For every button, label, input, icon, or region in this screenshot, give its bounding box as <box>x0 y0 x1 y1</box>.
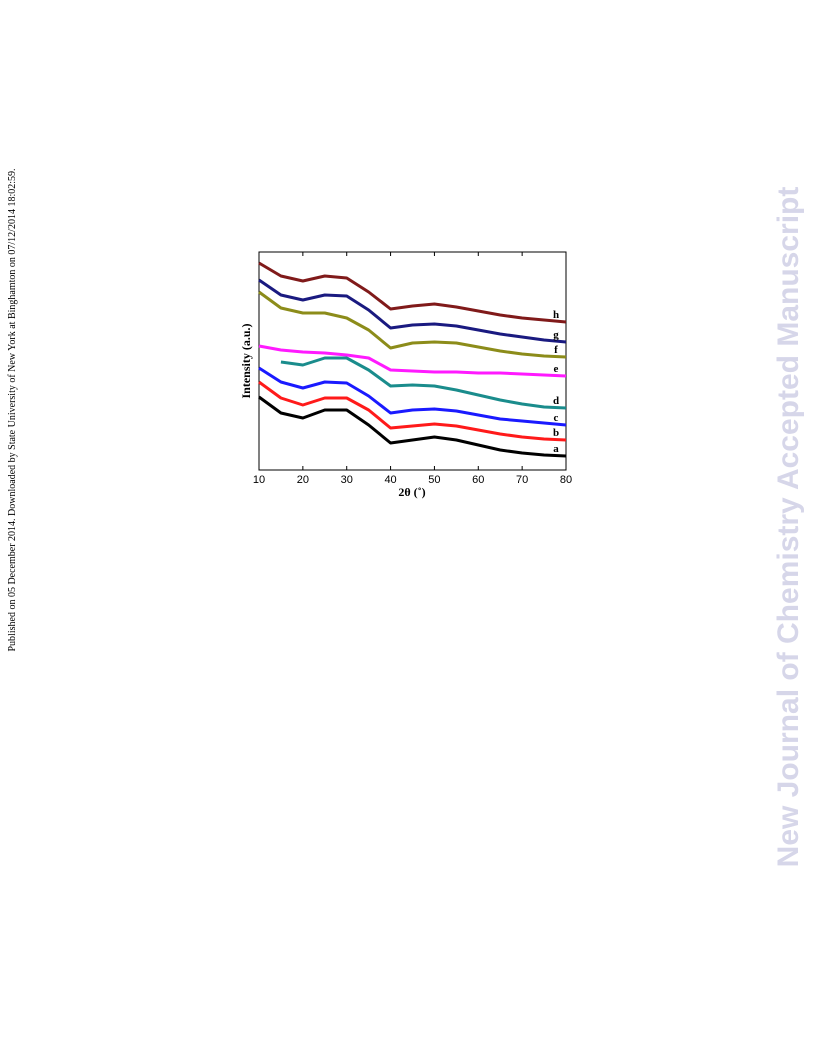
y-axis-label: Intensity (a.u.) <box>239 323 253 398</box>
series-label: g <box>553 329 559 341</box>
series-label: f <box>554 344 558 356</box>
series-line <box>258 261 567 324</box>
series-label: a <box>553 443 559 455</box>
series-label: e <box>554 363 559 375</box>
x-tick-label: 50 <box>428 474 440 486</box>
series-line <box>258 290 567 359</box>
x-tick-label: 10 <box>253 474 265 486</box>
x-tick-label: 20 <box>297 474 309 486</box>
plot-frame <box>258 251 567 471</box>
series-label: c <box>554 412 559 424</box>
series-line <box>258 344 567 378</box>
sidebar-text: Published on 05 December 2014. Downloade… <box>7 168 18 651</box>
series-label: h <box>553 309 559 321</box>
x-tick-label: 80 <box>560 474 572 486</box>
x-tick-label: 30 <box>341 474 353 486</box>
x-tick-label: 60 <box>472 474 484 486</box>
series-label: d <box>553 395 559 407</box>
series-line <box>258 366 567 427</box>
x-axis-label: 2θ (˚) <box>398 485 425 499</box>
series-line <box>258 395 567 458</box>
series-line <box>258 278 567 344</box>
series-label: b <box>553 427 559 439</box>
x-tick-label: 70 <box>516 474 528 486</box>
watermark: New Journal of Chemistry Accepted Manusc… <box>772 187 805 868</box>
series-line <box>280 356 567 410</box>
series-line <box>258 380 567 442</box>
x-tick-label: 40 <box>384 474 396 486</box>
